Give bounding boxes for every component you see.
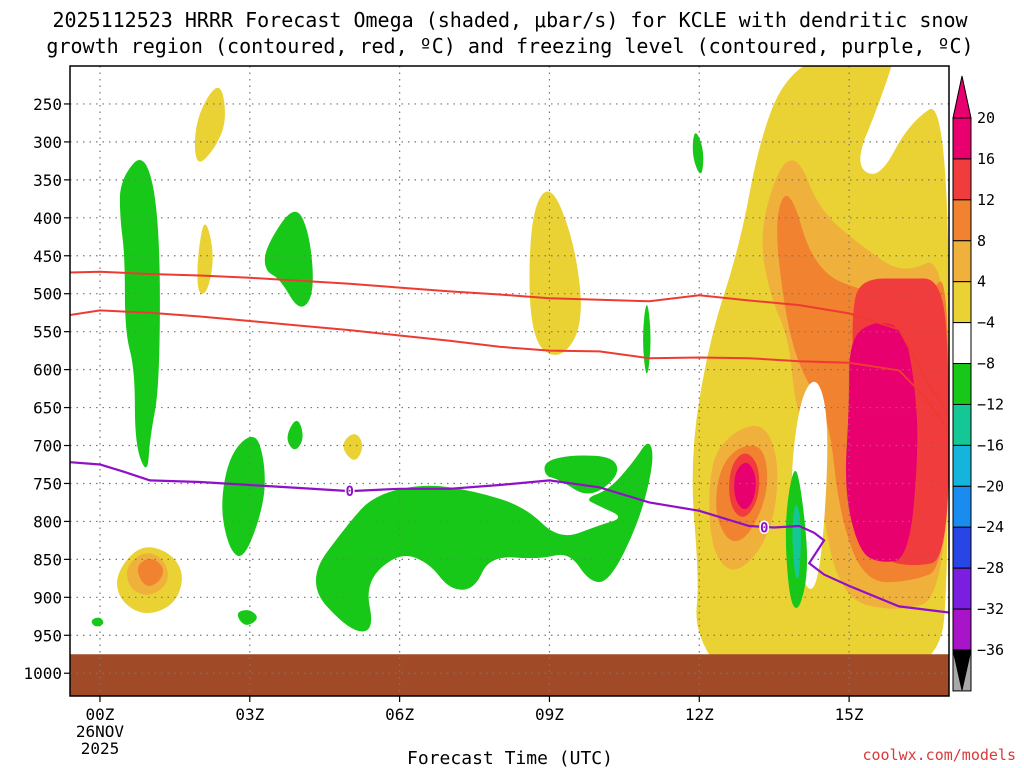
y-tick-label-900: 900 — [33, 588, 62, 607]
colorbar-swatch-8 — [952, 444, 972, 487]
y-tick-label-250: 250 — [33, 95, 62, 114]
y-tick-label-350: 350 — [33, 171, 62, 190]
colorbar-label-3: 8 — [977, 232, 986, 250]
x-tick-label-12Z: 12Z — [685, 705, 714, 724]
colorbar-swatch-4 — [952, 281, 972, 324]
colorbar-label-2: 12 — [977, 191, 995, 209]
omega-region-23 — [692, 133, 704, 174]
chart-title-line2: growth region (contoured, red, ºC) and f… — [46, 34, 973, 58]
colorbar-label-1: 16 — [977, 150, 995, 168]
y-tick-label-800: 800 — [33, 512, 62, 531]
omega-region-15 — [734, 462, 756, 510]
colorbar-label-5: −4 — [977, 314, 995, 332]
colorbar-label-7: −12 — [977, 395, 1004, 413]
y-tick-label-300: 300 — [33, 133, 62, 152]
dgz-lower-line — [70, 309, 949, 431]
y-tick-label-450: 450 — [33, 247, 62, 266]
omega-region-27 — [91, 617, 104, 627]
omega-region-17 — [119, 160, 160, 468]
y-tick-label-650: 650 — [33, 399, 62, 418]
y-tick-label-400: 400 — [33, 209, 62, 228]
chart-title-line1: 2025112523 HRRR Forecast Omega (shaded, … — [52, 8, 968, 32]
credit-text: coolwx.com/models — [862, 746, 1016, 764]
omega-region-28 — [792, 505, 801, 579]
colorbar-label-0: 20 — [977, 109, 995, 127]
x-tick-label-06Z: 06Z — [385, 705, 414, 724]
colorbar-label-11: −28 — [977, 559, 1004, 577]
colorbar-bottom-arrow — [952, 649, 972, 691]
freezing-level-label-1: 0 — [760, 520, 768, 536]
colorbar-swatch-1 — [952, 158, 972, 201]
colorbar-swatch-5 — [952, 322, 972, 365]
omega-region-24 — [643, 305, 651, 374]
omega-region-18 — [264, 211, 313, 307]
y-tick-label-600: 600 — [33, 361, 62, 380]
colorbar-swatch-2 — [952, 199, 972, 242]
y-tick-label-700: 700 — [33, 437, 62, 456]
x-tick-label-15Z: 15Z — [835, 705, 864, 724]
omega-region-14 — [845, 323, 918, 562]
contour-lines: 00 — [70, 270, 949, 614]
colorbar-label-12: −32 — [977, 600, 1004, 618]
y-tick-label-950: 950 — [33, 626, 62, 645]
colorbar-swatch-3 — [952, 240, 972, 283]
y-tick-label-500: 500 — [33, 285, 62, 304]
ground-surface — [70, 654, 949, 696]
colorbar-label-8: −16 — [977, 436, 1004, 454]
omega-region-26 — [237, 610, 257, 625]
omega-region-11 — [137, 559, 164, 586]
omega-region-19 — [222, 436, 265, 557]
y-tick-label-550: 550 — [33, 323, 62, 342]
colorbar-label-4: 4 — [977, 273, 986, 291]
y-tick-label-750: 750 — [33, 474, 62, 493]
colorbar-swatch-6 — [952, 363, 972, 405]
colorbar-top-arrow — [952, 75, 972, 119]
x-tick-year: 2025 — [81, 739, 120, 758]
omega-region-2 — [197, 224, 213, 294]
colorbar-swatch-10 — [952, 526, 972, 569]
colorbar-swatch-0 — [952, 117, 972, 160]
omega-region-22 — [544, 455, 618, 494]
colorbar-label-6: −8 — [977, 355, 995, 373]
colorbar-label-13: −36 — [977, 641, 1004, 659]
colorbar-swatch-11 — [952, 567, 972, 610]
y-tick-label-1000: 1000 — [23, 664, 62, 683]
freezing-level-line — [70, 461, 949, 614]
colorbar-swatch-9 — [952, 485, 972, 528]
x-axis-label: Forecast Time (UTC) — [407, 748, 613, 768]
colorbar-label-9: −20 — [977, 477, 1004, 495]
gridlines — [70, 66, 949, 696]
x-tick-label-00Z: 00Z — [86, 705, 115, 724]
freezing-level-label-0: 0 — [345, 484, 353, 500]
colorbar-swatch-12 — [952, 608, 972, 651]
colorbar-label-10: −24 — [977, 518, 1004, 536]
omega-region-1 — [194, 87, 225, 162]
omega-region-20 — [287, 420, 303, 450]
x-tick-label-03Z: 03Z — [235, 705, 264, 724]
omega-region-3 — [529, 191, 581, 355]
y-axis-ticks: 250 300 350 400 450 500 550 600 650 700 750 800 850 9… — [23, 95, 70, 683]
y-tick-label-850: 850 — [33, 550, 62, 569]
omega-region-21 — [315, 443, 653, 632]
omega-region-4 — [343, 434, 363, 460]
x-tick-label-09Z: 09Z — [535, 705, 564, 724]
plot-frame — [69, 65, 950, 697]
colorbar-legend: 20 16 12 8 4 −4 −8 −12 −16 −20 −24 −28 −32 −36 — [952, 75, 1004, 692]
dgz-upper-line — [70, 270, 949, 416]
colorbar-swatch-7 — [952, 403, 972, 446]
x-tick-date: 26NOV — [76, 722, 125, 741]
omega-shading — [91, 66, 949, 674]
